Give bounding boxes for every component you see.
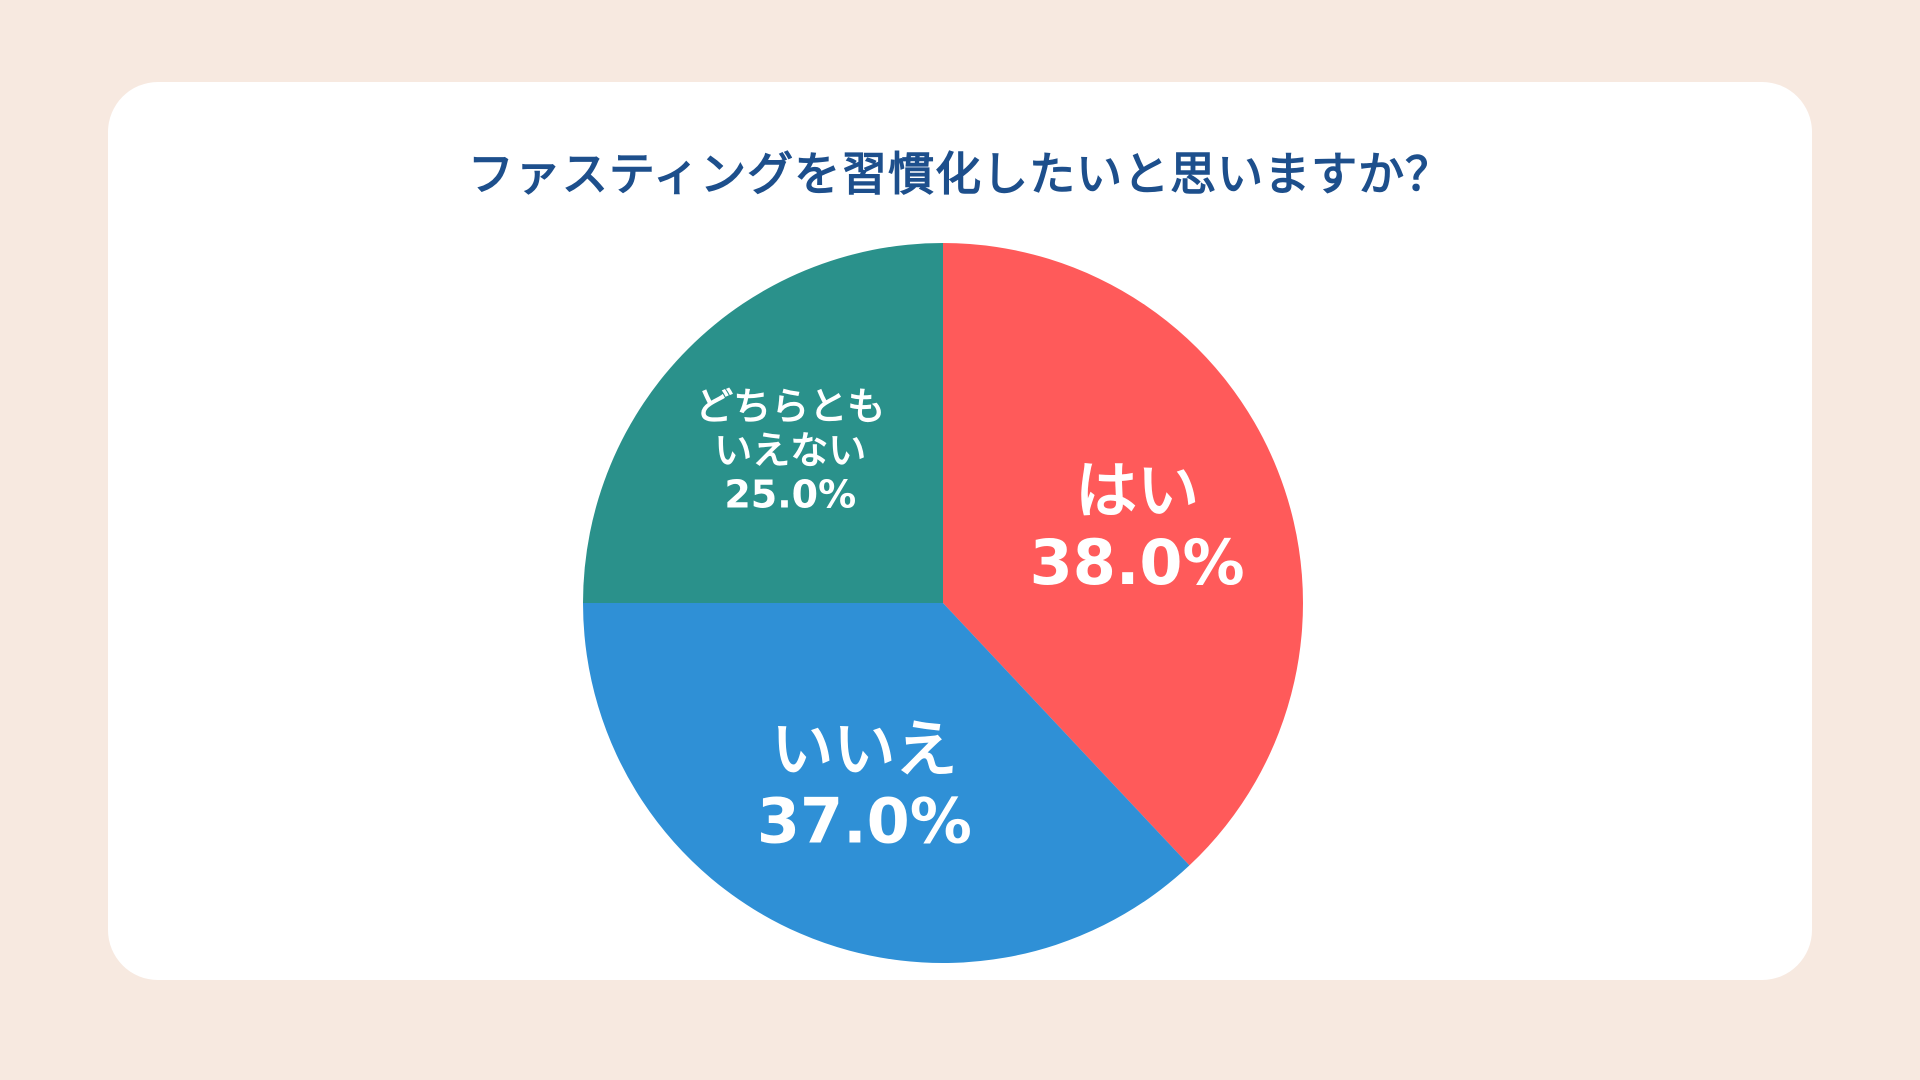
pie-slice (583, 603, 1190, 964)
slice-name-label: どちらとも (695, 385, 885, 429)
pie-slice (583, 243, 943, 603)
slice-name-label: はい (1075, 454, 1199, 527)
slice-percent-label: 37.0% (757, 784, 972, 857)
slice-name-label: いいえ (771, 712, 957, 785)
pie-slice (943, 243, 1304, 866)
slice-percent-label: 25.0% (724, 473, 856, 517)
pie-slices (583, 243, 1304, 964)
slice-percent-label: 38.0% (1030, 526, 1245, 599)
chart-title: ファスティングを習慣化したいと思いますか？ (467, 147, 1453, 201)
slice-name-label: いえない (714, 429, 866, 473)
